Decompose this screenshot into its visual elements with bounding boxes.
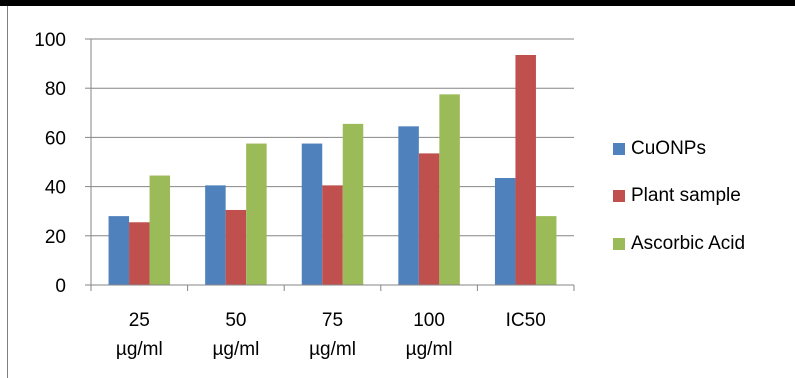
- x-tick-label-4-0: IC50: [506, 310, 546, 331]
- axes: [85, 38, 575, 291]
- bar-plant-sample-0: [129, 222, 150, 285]
- y-tick-label-40: 40: [45, 178, 66, 199]
- x-tick-label-1-0: 50: [225, 310, 246, 331]
- bar-plant-sample-2: [322, 185, 343, 285]
- x-tick-label-3-0: 100: [413, 310, 445, 331]
- bar-plant-sample-4: [515, 54, 536, 285]
- x-tick-label-0-0: 25: [129, 310, 150, 331]
- legend-label-ascorbic-acid: Ascorbic Acid: [631, 233, 746, 254]
- bar-plant-sample-1: [225, 209, 247, 285]
- legend-swatch-ascorbic-acid: [613, 238, 625, 250]
- bar-ascorbic-acid-0: [149, 175, 171, 285]
- y-tick-label-20: 20: [45, 227, 66, 248]
- legend-swatch-cuonps: [613, 143, 625, 155]
- x-tick-label-1-1: µg/ml: [212, 339, 259, 360]
- x-tick-label-2-1: µg/ml: [309, 339, 356, 360]
- bar-cuonps-3: [398, 126, 419, 285]
- top-border: [0, 0, 795, 6]
- y-tick-labels: 0 20 40 60 80 100: [34, 30, 66, 297]
- y-tick-label-60: 60: [45, 128, 66, 149]
- bars: [108, 54, 557, 286]
- x-tick-label-0-1: µg/ml: [116, 339, 163, 360]
- bar-cuonps-2: [301, 143, 323, 285]
- y-tick-label-80: 80: [45, 79, 66, 100]
- bar-ascorbic-acid-2: [342, 123, 364, 286]
- y-tick-label-0: 0: [55, 276, 66, 297]
- legend-swatch-plant-sample: [613, 190, 625, 202]
- bar-plant-sample-3: [418, 153, 440, 285]
- bar-ascorbic-acid-4: [535, 216, 557, 285]
- x-tick-label-2-0: 75: [322, 310, 343, 331]
- legend-label-plant-sample: Plant sample: [631, 185, 741, 206]
- bar-cuonps-1: [205, 185, 226, 285]
- bar-ascorbic-acid-1: [246, 143, 267, 285]
- left-border: [7, 6, 8, 378]
- legend-label-cuonps: CuONPs: [631, 138, 706, 159]
- bar-cuonps-0: [108, 216, 130, 285]
- bar-cuonps-4: [494, 177, 516, 285]
- y-tick-label-100: 100: [34, 30, 66, 51]
- x-tick-label-3-1: µg/ml: [406, 339, 453, 360]
- x-tick-labels: 25 µg/ml 50 µg/ml 75 µg/ml 100 µg/ml IC50: [116, 310, 546, 360]
- bar-ascorbic-acid-3: [439, 94, 460, 285]
